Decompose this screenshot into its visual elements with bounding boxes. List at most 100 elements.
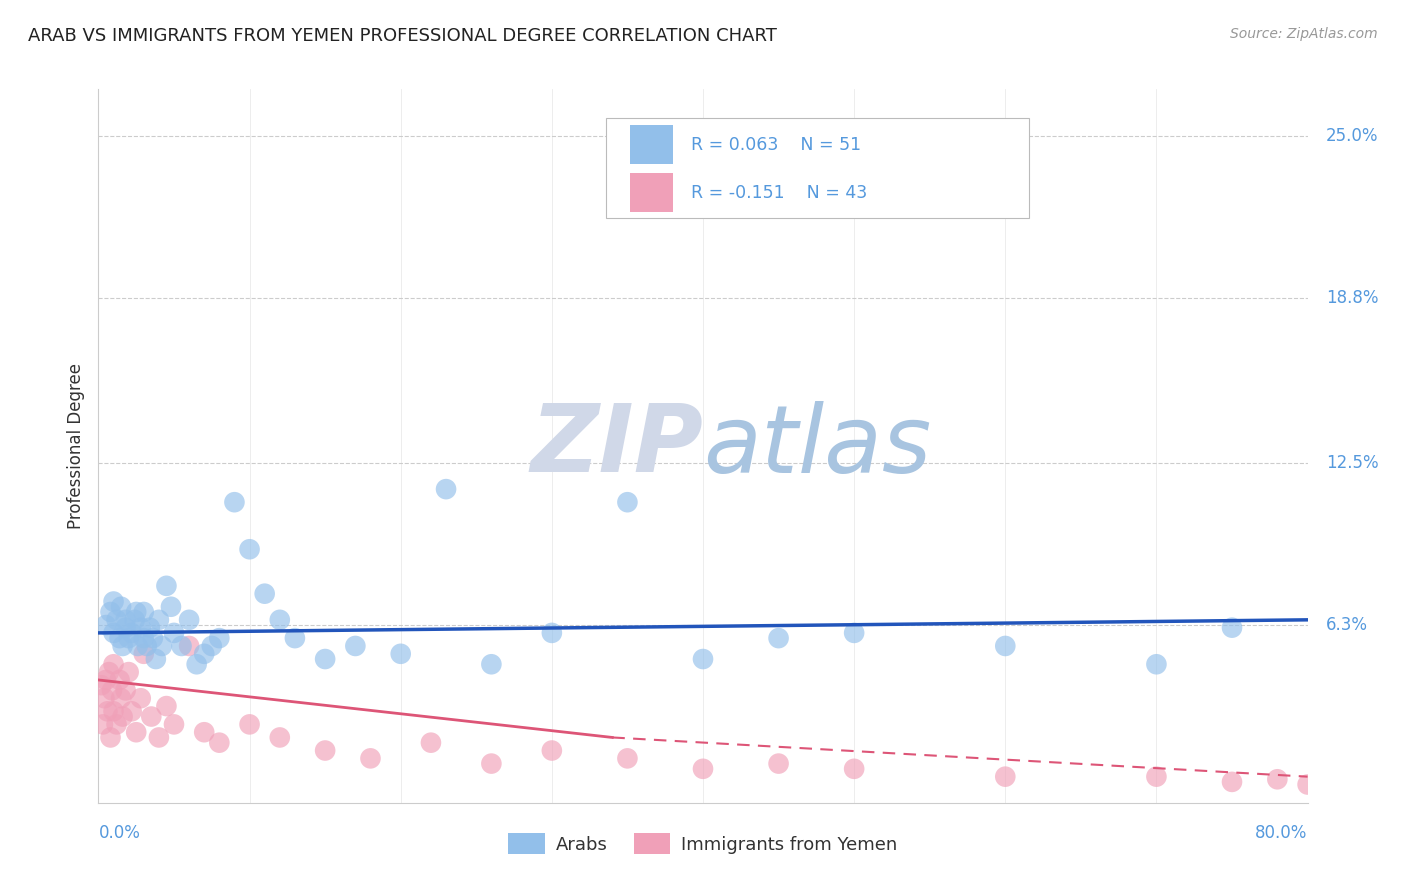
Point [129,691,152,706]
Point [103,594,125,608]
Point [118,665,141,679]
Point [103,657,125,672]
Point [481,756,503,771]
Point [616,495,638,509]
Point [284,631,307,645]
Point [389,647,412,661]
Point [434,482,457,496]
Point [94,673,117,687]
Point [1220,621,1243,635]
Point [692,652,714,666]
Point [114,683,136,698]
Point [239,542,262,557]
Point [186,657,208,672]
Point [768,631,790,645]
Point [111,709,134,723]
Text: 18.8%: 18.8% [1326,289,1378,308]
Point [145,652,167,666]
Point [141,709,163,723]
Point [132,647,155,661]
Point [132,631,155,645]
Point [103,626,125,640]
Point [110,599,132,614]
Point [1144,657,1167,672]
Point [93,691,115,706]
Point [1265,772,1288,787]
Point [163,626,186,640]
Point [201,639,224,653]
Point [125,725,148,739]
Point [177,639,201,653]
Text: R = -0.151    N = 43: R = -0.151 N = 43 [690,184,868,202]
Point [170,639,193,653]
Point [108,631,131,645]
Point [114,621,136,635]
Point [105,717,128,731]
Point [127,639,149,653]
Point [344,639,367,653]
Text: atlas: atlas [703,401,931,491]
Point [1296,777,1319,791]
Point [135,639,157,653]
Point [177,613,201,627]
Point [142,631,165,645]
Point [768,756,790,771]
Point [844,762,866,776]
Point [314,652,336,666]
Point [155,699,177,714]
Point [101,683,124,698]
Text: 25.0%: 25.0% [1326,128,1378,145]
Point [148,731,170,745]
Point [540,626,562,640]
Point [121,704,143,718]
Point [103,704,125,718]
Point [96,704,118,718]
Point [139,621,162,635]
Point [208,736,231,750]
Point [253,587,276,601]
Point [360,751,382,765]
Text: R = 0.063    N = 51: R = 0.063 N = 51 [690,136,860,153]
Point [314,743,336,757]
Point [100,605,122,619]
Point [94,618,117,632]
FancyBboxPatch shape [606,118,1029,218]
Point [125,605,148,619]
Point [124,613,146,627]
Point [150,639,173,653]
Point [540,743,562,757]
Y-axis label: Professional Degree: Professional Degree [66,363,84,529]
Point [160,599,183,614]
Point [224,495,246,509]
Point [90,678,112,692]
Point [239,717,262,731]
Point [98,665,121,679]
Point [616,751,638,765]
Point [91,717,114,731]
Point [208,631,231,645]
Text: ARAB VS IMMIGRANTS FROM YEMEN PROFESSIONAL DEGREE CORRELATION CHART: ARAB VS IMMIGRANTS FROM YEMEN PROFESSION… [28,27,778,45]
Text: 6.3%: 6.3% [1326,616,1368,634]
Point [269,731,291,745]
Text: Source: ZipAtlas.com: Source: ZipAtlas.com [1230,27,1378,41]
Text: 12.5%: 12.5% [1326,454,1378,472]
Point [100,731,122,745]
Point [155,579,177,593]
Point [121,626,143,640]
Point [114,613,136,627]
Point [269,613,291,627]
Text: 0.0%: 0.0% [98,824,141,842]
Point [118,631,141,645]
Point [111,639,134,653]
Point [692,762,714,776]
Point [994,770,1017,784]
Text: ZIP: ZIP [530,400,703,492]
Point [105,613,128,627]
Point [148,613,170,627]
Point [994,639,1017,653]
Point [108,673,131,687]
Point [419,736,441,750]
Point [1144,770,1167,784]
FancyBboxPatch shape [630,125,672,164]
Point [163,717,186,731]
